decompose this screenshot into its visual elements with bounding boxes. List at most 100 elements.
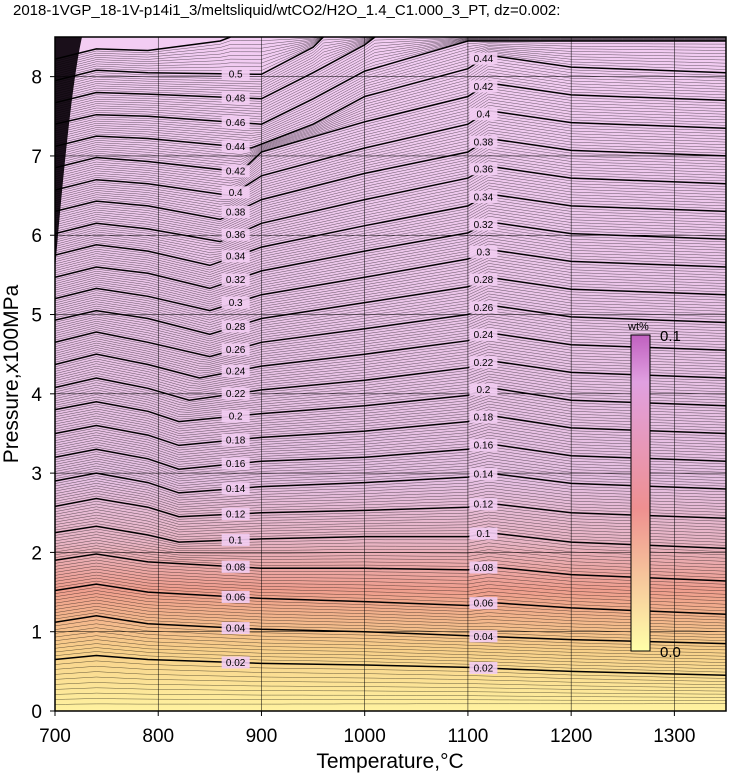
minor-contour-line — [55, 39, 726, 116]
minor-contour-line — [55, 599, 726, 630]
contour-label: 0.34 — [474, 192, 494, 203]
minor-contour-line — [55, 60, 726, 153]
minor-contour-line — [55, 488, 726, 508]
minor-contour-line — [55, 550, 726, 578]
minor-contour-line — [55, 37, 726, 68]
minor-contour-line — [55, 179, 726, 253]
minor-contour-line — [55, 485, 726, 506]
contour-label: 0.08 — [474, 563, 494, 574]
contour-label-bg — [221, 165, 250, 178]
contour-label-bg — [469, 356, 498, 369]
minor-contour-line — [55, 290, 726, 346]
minor-contour-line — [55, 590, 726, 621]
minor-contour-line — [55, 321, 726, 369]
minor-contour-line — [55, 37, 726, 73]
x-tick-label: 1100 — [447, 726, 488, 747]
contour-label-bg — [221, 656, 250, 669]
minor-contour-line — [55, 464, 726, 487]
minor-contour-line — [55, 565, 726, 595]
minor-contour-line — [55, 343, 726, 387]
contour-label: 0.42 — [474, 82, 494, 93]
contour-line — [55, 386, 726, 423]
minor-contour-line — [55, 384, 726, 420]
contour-line — [55, 137, 726, 221]
minor-contour-line — [55, 185, 726, 258]
contour-line — [55, 654, 726, 677]
contour-label-bg — [221, 116, 250, 129]
major-contours — [55, 37, 726, 677]
contour-label-bg — [469, 218, 498, 231]
contour-line — [55, 525, 726, 550]
contour-label: 0.16 — [226, 459, 246, 470]
colorbar-min-label: 0.0 — [660, 644, 681, 661]
contour-label-bg — [221, 67, 250, 80]
minor-contour-line — [55, 452, 726, 477]
minor-contour-line — [55, 113, 726, 198]
contour-label-bg — [221, 250, 250, 263]
minor-contour-line — [55, 619, 726, 647]
contour-label-bg — [469, 190, 498, 203]
minor-contour-line — [55, 68, 726, 160]
contour-line — [55, 37, 231, 60]
contour-label-bg — [469, 661, 498, 674]
minor-contour-line — [55, 232, 726, 298]
minor-contour-line — [55, 395, 726, 429]
minor-contour-line — [55, 501, 726, 522]
contour-line — [55, 497, 726, 520]
contour-line — [55, 165, 726, 243]
minor-contour-line — [55, 665, 726, 682]
contour-line — [55, 414, 726, 447]
contour-label: 0.18 — [226, 435, 246, 446]
minor-contour-line — [55, 37, 726, 101]
minor-contour-line — [55, 528, 726, 552]
contour-label: 0.1 — [476, 529, 490, 540]
minor-contour-line — [55, 398, 726, 432]
x-tick-label: 1200 — [550, 726, 592, 747]
contour-label-bg — [221, 387, 250, 400]
minor-contour-line — [55, 46, 726, 134]
contour-line — [55, 37, 324, 82]
minor-contour-line — [55, 432, 726, 460]
minor-contour-line — [55, 676, 726, 689]
contour-label-bg — [469, 410, 498, 423]
minor-contour-line — [55, 313, 726, 363]
minor-contour-line — [55, 240, 726, 305]
minor-contour-line — [55, 215, 726, 285]
minor-contour-line — [55, 495, 726, 516]
contour-label: 0.22 — [474, 358, 494, 369]
minor-contour-line — [55, 483, 726, 503]
minor-contour-line — [55, 132, 726, 215]
minor-contour-line — [55, 154, 726, 233]
contour-label: 0.14 — [474, 470, 494, 481]
plot-frame — [54, 36, 727, 712]
contour-label-bg — [221, 622, 250, 635]
contour-label: 0.44 — [226, 142, 246, 153]
minor-contour-line — [55, 577, 726, 608]
minor-contour-line — [55, 692, 726, 698]
minor-contour-line — [55, 503, 726, 525]
minor-contour-line — [55, 466, 726, 489]
minor-contour-line — [55, 602, 726, 633]
y-tick-label: 3 — [31, 464, 42, 485]
contour-label-bg — [221, 410, 250, 423]
minor-contour-line — [55, 37, 726, 90]
minor-contour-line — [55, 118, 726, 202]
minor-contour-line — [55, 177, 726, 251]
minor-contour-line — [55, 79, 726, 170]
minor-contour-line — [55, 571, 726, 602]
minor-contour-line — [55, 268, 726, 328]
minor-contour-line — [55, 37, 726, 99]
minor-contour-line — [55, 102, 726, 189]
minor-contour-line — [55, 43, 726, 129]
minor-contour-line — [55, 523, 726, 546]
contour-label-bg — [221, 533, 250, 546]
minor-contour-line — [55, 349, 726, 391]
minor-contour-line — [55, 168, 726, 244]
minor-contour-line — [55, 480, 726, 501]
minor-contour-line — [55, 229, 726, 296]
minor-contour-line — [55, 635, 726, 660]
minor-contour-line — [55, 107, 726, 194]
contour-line — [55, 109, 726, 197]
minor-contour-line — [55, 66, 726, 158]
minor-contour-line — [55, 371, 726, 409]
